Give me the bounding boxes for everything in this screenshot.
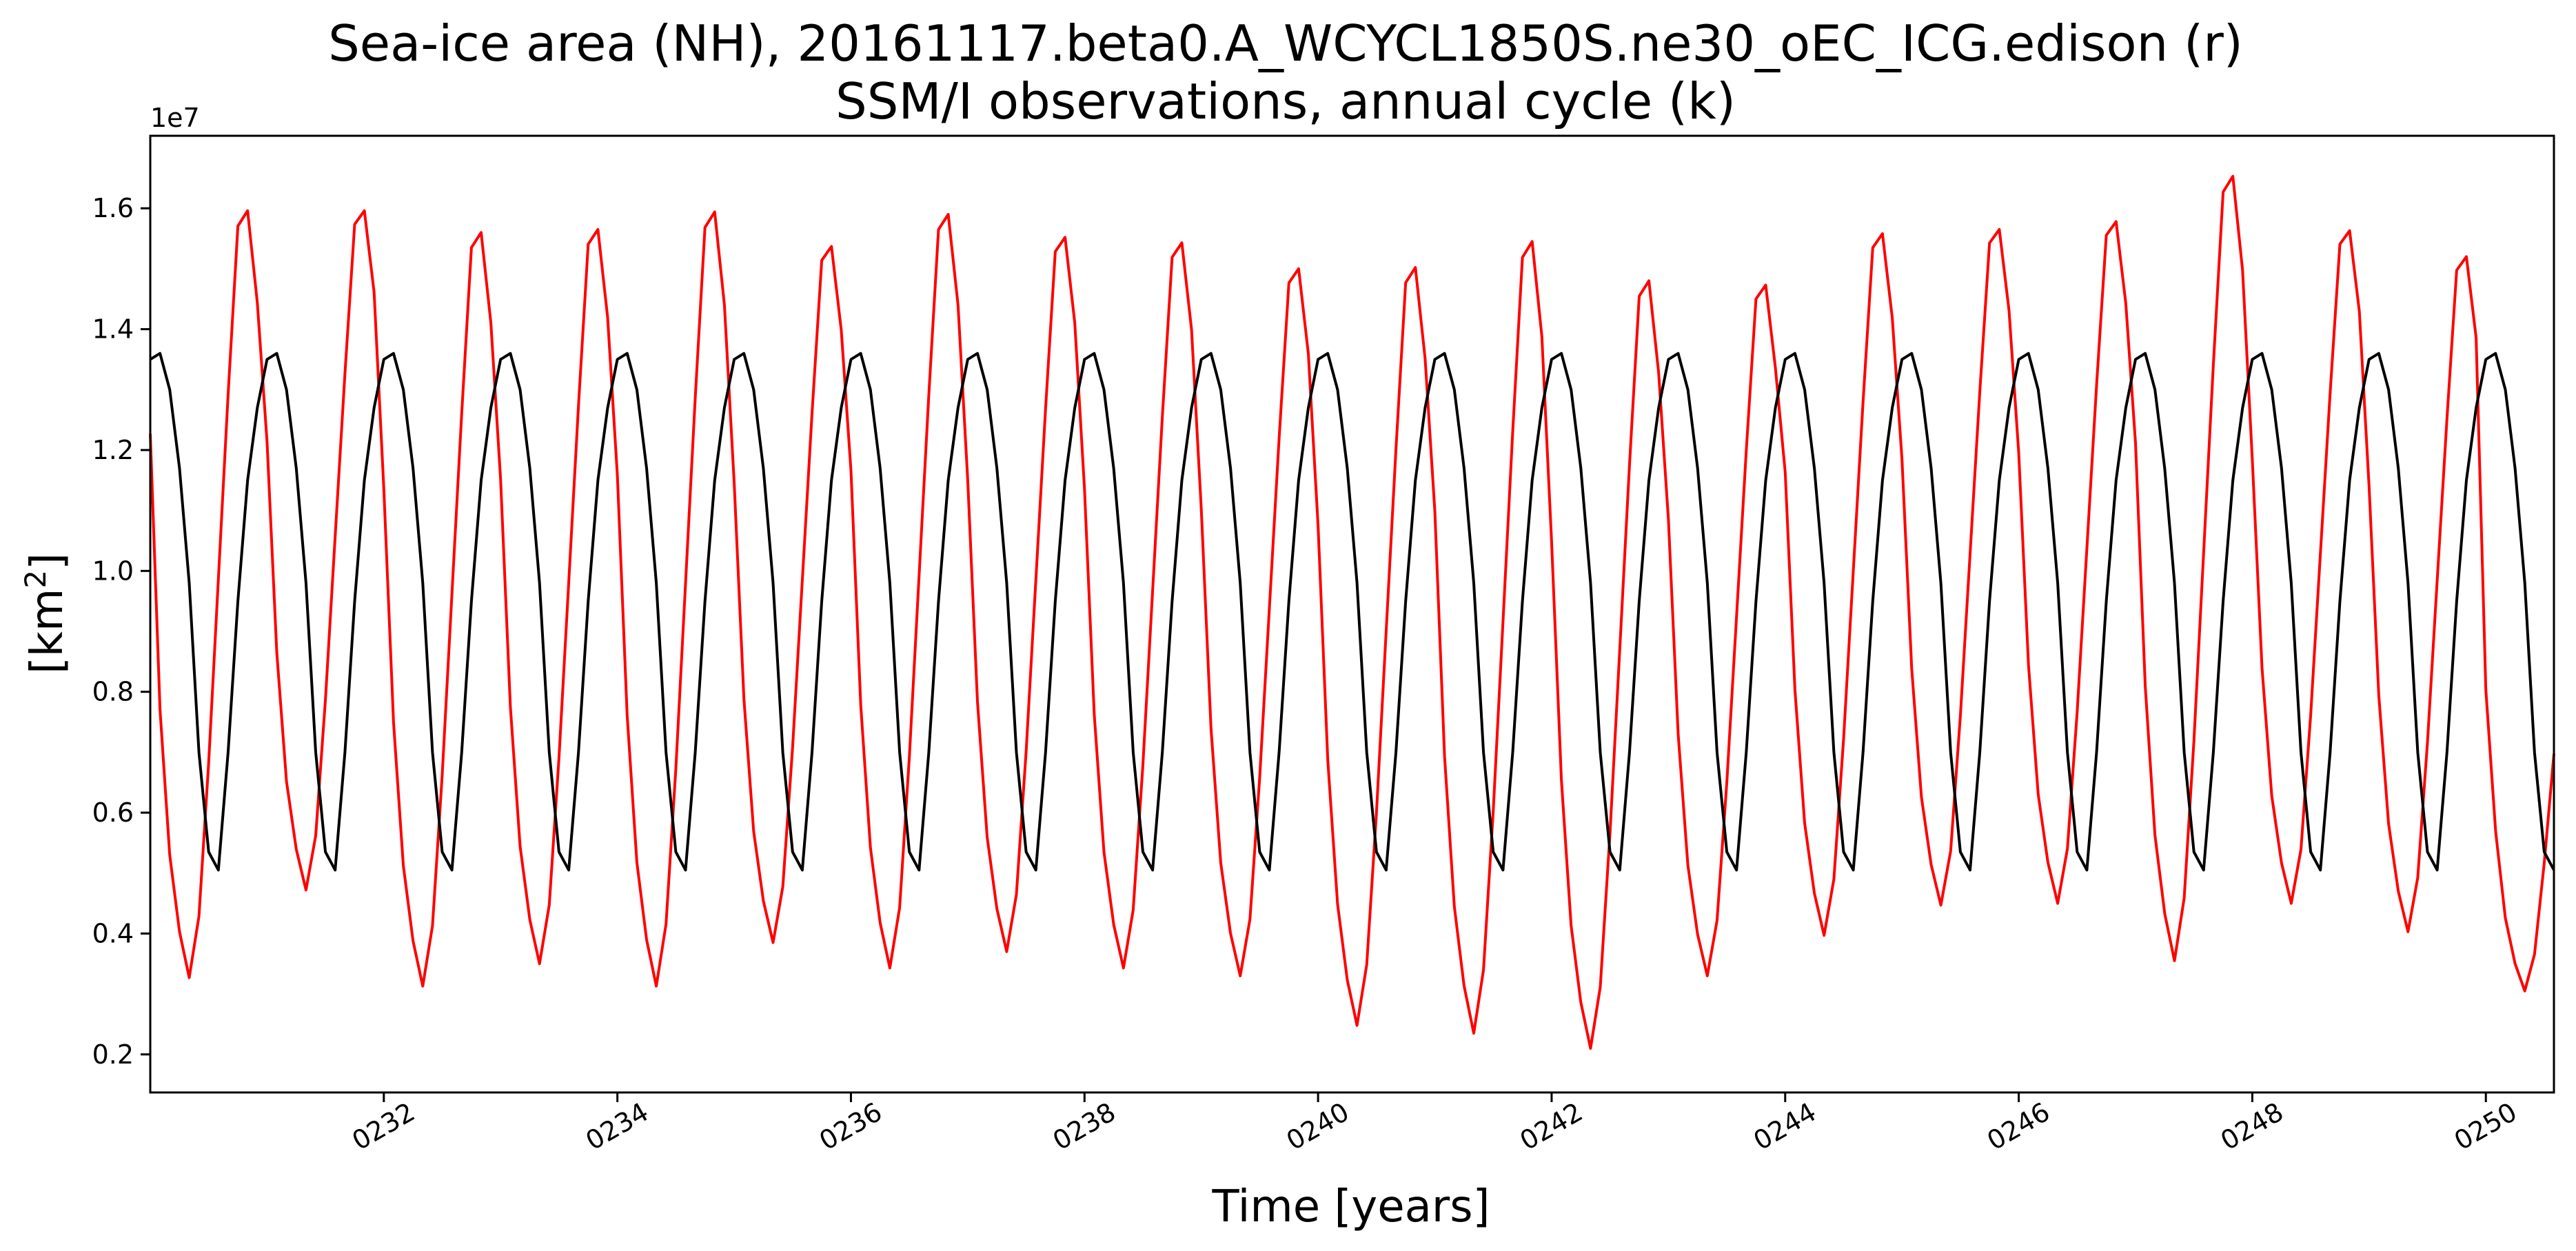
x-tick-label: 0238: [1048, 1097, 1121, 1156]
chart-subtitle: SSM/I observations, annual cycle (k): [835, 72, 1736, 130]
y-axis-label: [km2]: [19, 553, 74, 674]
y-axis-label-end: ]: [22, 553, 73, 570]
y-tick-label: 1.2: [92, 435, 134, 465]
series-line-observations: [149, 352, 2555, 872]
series-line-model: [149, 174, 2555, 1050]
y-axis-label-base: [km: [22, 589, 73, 674]
x-tick-label: 0236: [814, 1097, 887, 1156]
x-tick-label: 0246: [1982, 1097, 2055, 1156]
y-tick-label: 0.8: [92, 677, 134, 707]
y-tick-label: 1.0: [92, 556, 134, 586]
y-tick-label: 0.4: [92, 918, 134, 948]
x-tick-label: 0242: [1515, 1097, 1588, 1156]
plot-frame: [149, 134, 2555, 1094]
x-axis: 0232 0234 0236 0238 0240 0242 0244 0246 0248 0250: [347, 1092, 2522, 1156]
y-tick-label: 0.2: [92, 1039, 134, 1070]
y-tick-label: 0.6: [92, 797, 134, 828]
x-tick-label: 0232: [347, 1097, 420, 1156]
x-tick-label: 0244: [1748, 1097, 1821, 1156]
y-offset-label: 1e7: [150, 103, 200, 133]
x-tick-label: 0248: [2215, 1097, 2289, 1156]
y-tick-label: 1.4: [92, 314, 134, 345]
x-tick-label: 0240: [1281, 1097, 1355, 1156]
series-layer: [149, 174, 2555, 1050]
x-axis-label: Time [years]: [1211, 1181, 1490, 1232]
x-tick-label: 0250: [2449, 1097, 2522, 1156]
x-tick-label: 0234: [580, 1097, 653, 1156]
y-axis-label-sup: 2: [19, 570, 52, 589]
chart-title: Sea-ice area (NH), 20161117.beta0.A_WCYC…: [328, 14, 2243, 72]
y-axis: 0.2 0.4 0.6 0.8 1.0 1.2 1.4 1.6: [92, 193, 150, 1070]
y-tick-label: 1.6: [92, 193, 134, 223]
